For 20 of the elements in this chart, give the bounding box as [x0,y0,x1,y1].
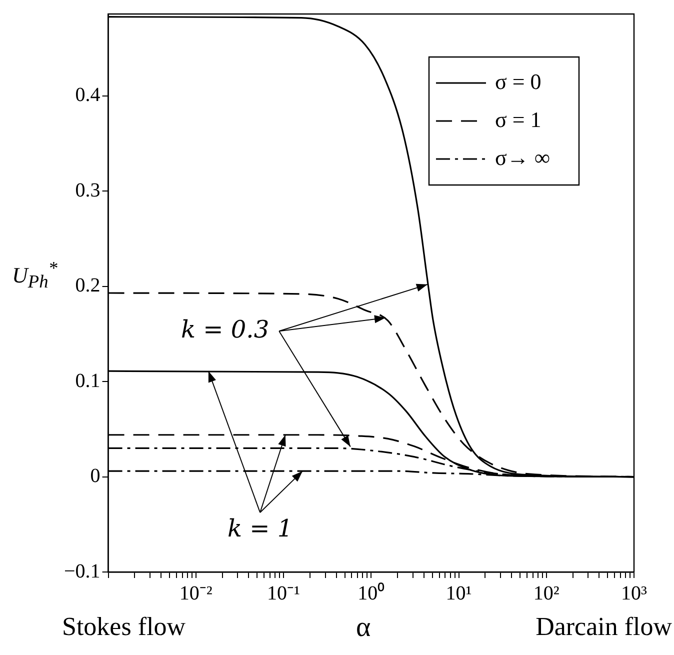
y-tick-label: 0.3 [75,179,100,202]
x-tick-label: 10⁰ [358,581,385,604]
y-tick-label: 0.1 [75,370,100,392]
y-tick-label: 0 [90,465,100,488]
text: Stokes flow [62,612,186,642]
x-tick-label: 10² [533,582,560,604]
annotation: k = 0.3 [181,315,270,344]
legend-label: σ = 1 [495,106,542,132]
text: Darcain flow [536,612,672,642]
x-axis-title: α [356,612,371,644]
x-tick-label: 10⁻¹ [267,582,300,604]
legend-label: σ = 0 [495,68,542,94]
x-tick-label: 10¹ [446,582,472,604]
y-tick-label: −0.1 [64,560,100,582]
y-tick-label: 0.2 [75,274,100,297]
x-tick-label: 10⁻² [179,582,212,604]
legend-label: σ→ ∞ [495,144,550,170]
x-tick-label: 10³ [621,582,647,604]
annotation: k = 1 [227,514,293,543]
y-tick-label: 0.4 [75,84,100,106]
